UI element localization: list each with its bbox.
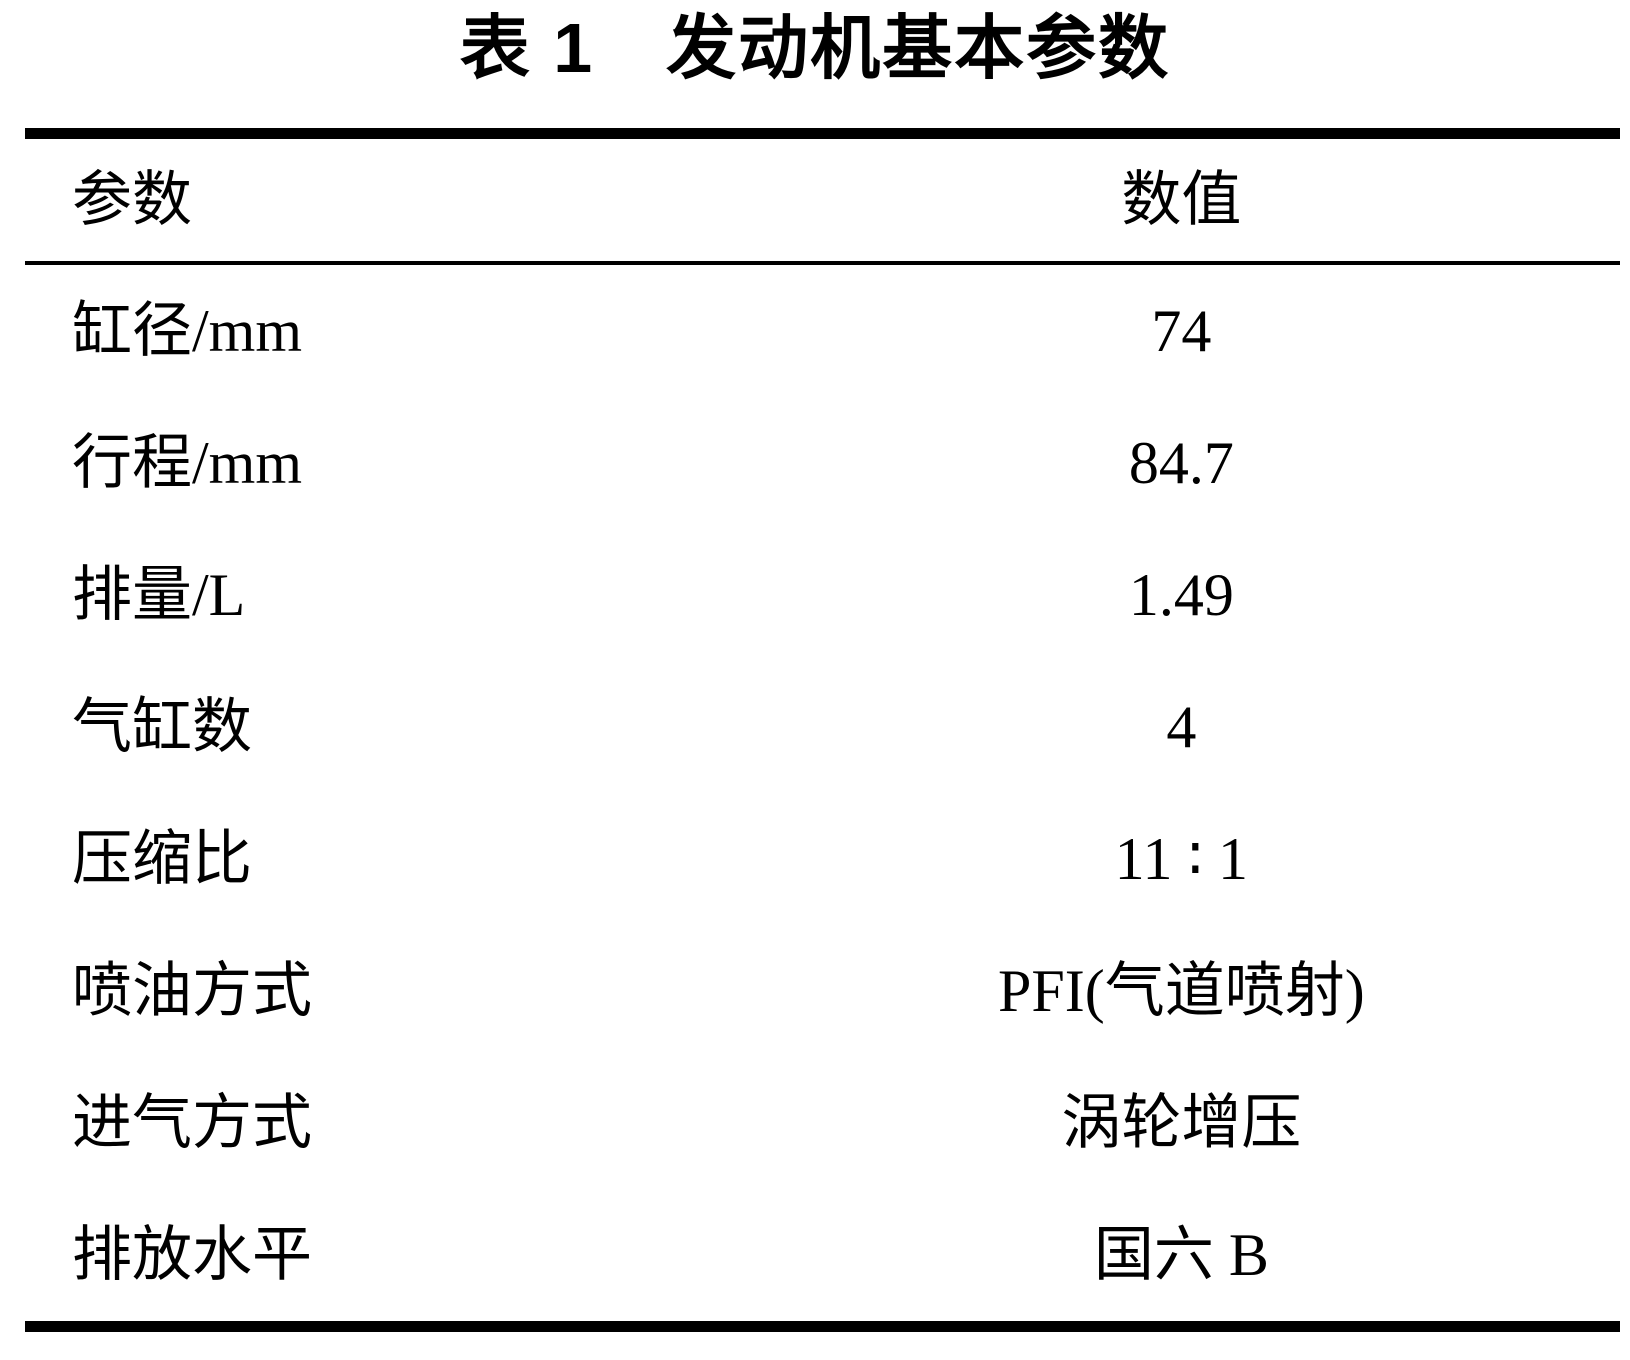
row-value-injection-type: PFI(气道喷射) bbox=[998, 958, 1365, 1024]
row-value-bore: 74 bbox=[1151, 298, 1212, 364]
row-param-compression-ratio: 压缩比 bbox=[72, 826, 252, 892]
row-param-bore: 缸径/mm bbox=[72, 298, 303, 364]
row-value-compression-ratio: 11 ∶ 1 bbox=[1114, 826, 1249, 892]
table-row: 排量/L 1.49 bbox=[25, 529, 1620, 661]
row-param-emission-level: 排放水平 bbox=[72, 1222, 312, 1288]
table-row: 进气方式 涡轮增压 bbox=[25, 1057, 1620, 1189]
row-value-emission-level: 国六 B bbox=[1093, 1222, 1269, 1288]
column-header-value: 数值 bbox=[1121, 167, 1242, 233]
engine-parameters-table: 参数 数值 缸径/mm 74 行程/mm 84.7 排量/L 1.49 气缸数 … bbox=[25, 128, 1620, 1332]
table-header-row: 参数 数值 bbox=[25, 139, 1620, 261]
row-value-displacement: 1.49 bbox=[1128, 562, 1234, 628]
table-row: 排放水平 国六 B bbox=[25, 1189, 1620, 1321]
row-param-intake-type: 进气方式 bbox=[72, 1090, 312, 1156]
table-title: 表 1 发动机基本参数 bbox=[459, 9, 1171, 87]
row-param-injection-type: 喷油方式 bbox=[72, 958, 312, 1024]
column-header-parameter: 参数 bbox=[72, 167, 192, 233]
row-param-cylinder-count: 气缸数 bbox=[72, 694, 252, 760]
row-value-stroke: 84.7 bbox=[1128, 430, 1234, 496]
row-value-intake-type: 涡轮增压 bbox=[1061, 1090, 1302, 1156]
table-row: 气缸数 4 bbox=[25, 661, 1620, 793]
row-value-cylinder-count: 4 bbox=[1166, 694, 1197, 760]
row-param-stroke: 行程/mm bbox=[72, 430, 303, 496]
table-row: 压缩比 11 ∶ 1 bbox=[25, 793, 1620, 925]
row-param-displacement: 排量/L bbox=[72, 562, 246, 628]
table-row: 行程/mm 84.7 bbox=[25, 397, 1620, 529]
table-row: 缸径/mm 74 bbox=[25, 265, 1620, 397]
table-row: 喷油方式 PFI(气道喷射) bbox=[25, 925, 1620, 1057]
table-header-rule bbox=[25, 261, 1620, 265]
table-top-rule bbox=[25, 128, 1620, 139]
table-bottom-rule bbox=[25, 1321, 1620, 1332]
